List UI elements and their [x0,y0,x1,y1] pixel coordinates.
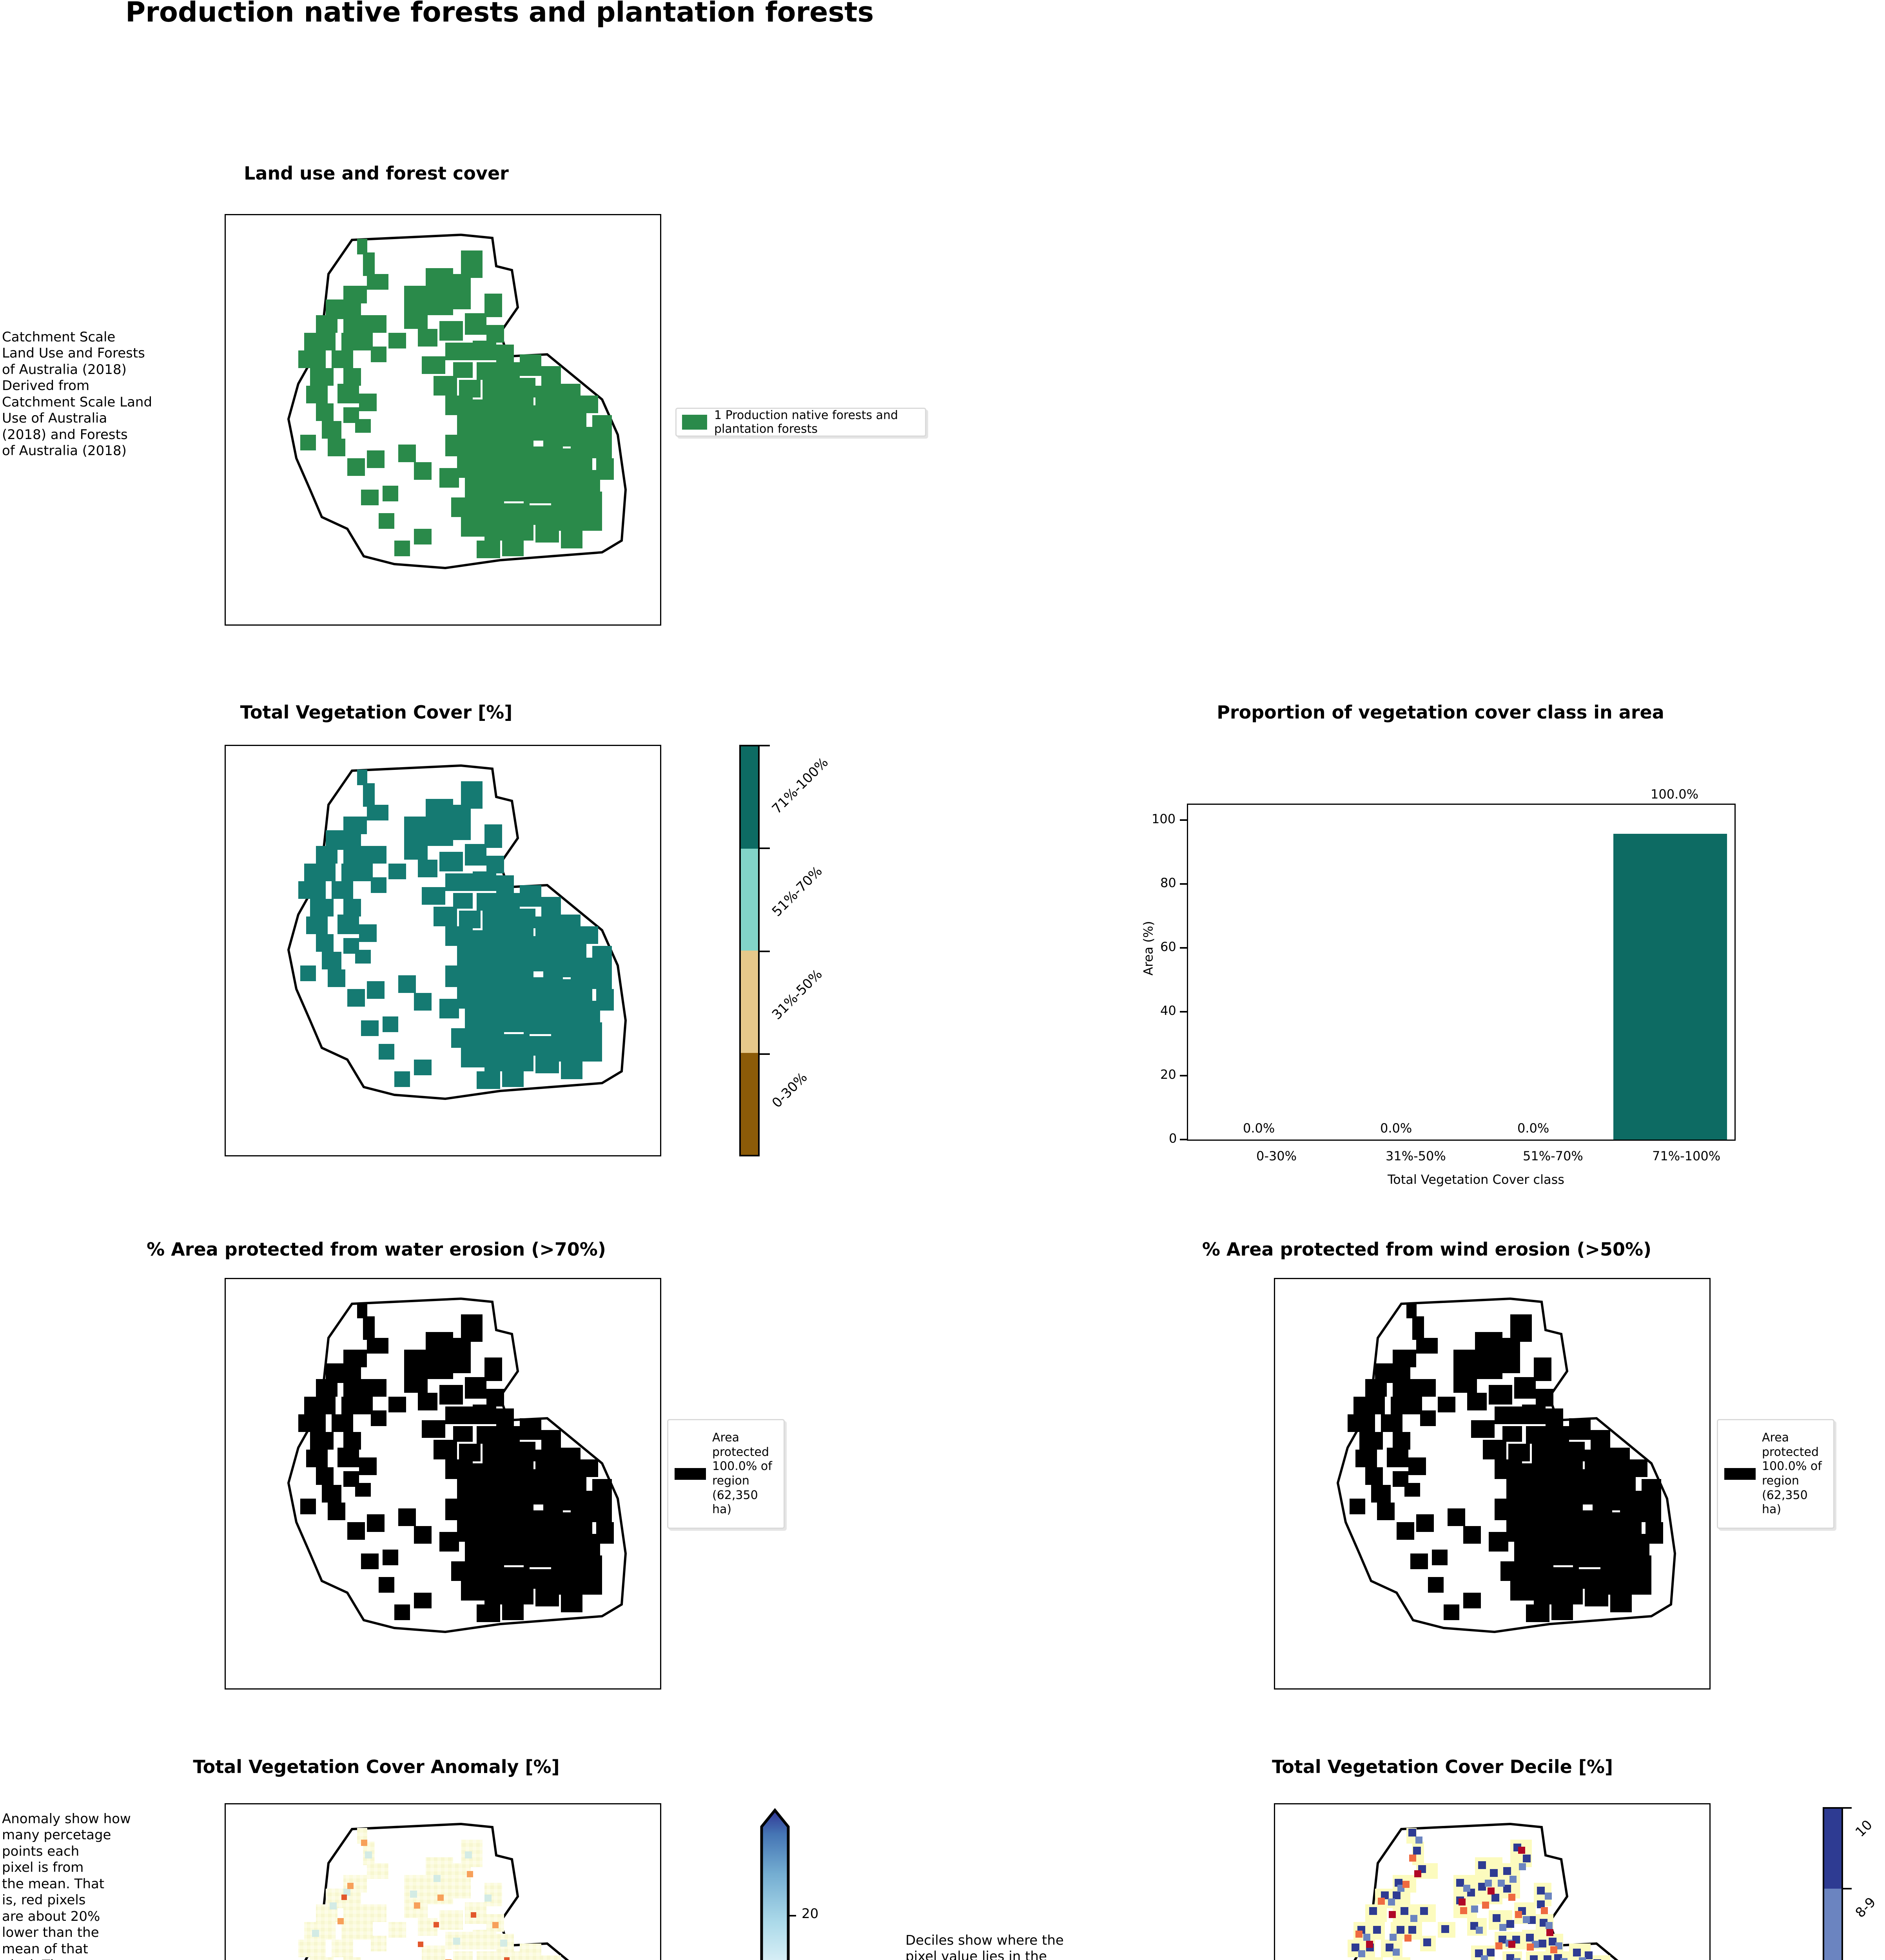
cbar-seg-0-30 [741,1053,758,1155]
bar-chart-ytick-80: 80 [1160,875,1176,890]
anomaly-colorbar [758,1807,794,1960]
cbar-tick-1 [760,848,770,849]
water-protected-pixel-group [298,1303,614,1622]
anomaly-map [225,1803,661,1960]
cbar-label-0-30: 0-30% [769,1069,811,1111]
forest-pixel-group [298,239,614,558]
anomaly-map-canvas [298,1822,569,1960]
veg-cover-map [225,745,661,1156]
veg-cover-pixel-group [298,769,614,1089]
wind-erosion-map [1274,1278,1711,1690]
water-erosion-panel-title: % Area protected from water erosion (>70… [147,1239,606,1260]
decile-seg-10 [1824,1809,1841,1889]
anomaly-label-20: 20 [802,1906,819,1922]
bar-chart-ytickmark-100 [1180,819,1187,821]
anomaly-sidenote: Anomaly show how many percetage points e… [2,1811,131,1960]
bar-chart-ytick-60: 60 [1160,939,1176,954]
bar-chart-ytickmark-80 [1180,883,1187,885]
decile-label-8-9: 8-9 [1852,1894,1879,1921]
cbar-label-31-50: 31%-50% [769,966,825,1023]
decile-tick-8-9 [1843,1888,1852,1889]
veg-cover-map-canvas [287,764,627,1100]
land-use-legend[interactable]: 1 Production native forests and plantati… [675,408,926,437]
bar-chart-xtick-0-30: 0-30% [1256,1149,1297,1163]
wind-erosion-legend[interactable]: Area protected 100.0% of region (62,350 … [1717,1419,1834,1529]
land-use-map-canvas [287,233,627,570]
decile-pixel-group [1348,1828,1610,1960]
anomaly-tick-20 [787,1915,796,1916]
decile-map [1274,1803,1711,1960]
decile-sidenote: Deciles show where the pixel value lies … [905,1933,1064,1960]
land-use-panel-title: Land use and forest cover [244,163,509,184]
bar-chart-ytick-0: 0 [1169,1131,1177,1146]
decile-panel-title: Total Vegetation Cover Decile [%] [1272,1756,1613,1777]
cbar-tick-top [760,745,770,746]
bar-chart-ytickmark-20 [1180,1075,1187,1076]
bar-chart-ytickmark-60 [1180,947,1187,949]
bar-chart-ytick-100: 100 [1152,811,1176,826]
wind-erosion-panel-title: % Area protected from wind erosion (>50%… [1202,1239,1652,1260]
land-use-sidenote: Catchment Scale Land Use and Forests of … [2,329,152,459]
water-erosion-map-canvas [287,1297,627,1633]
wind-erosion-legend-swatch [1724,1468,1756,1480]
cbar-label-71-100: 71%-100% [769,755,831,817]
bar-chart: Area (%) 100 80 60 40 20 0 0.0% 0.0% 0.0… [1141,757,1772,1187]
anomaly-panel-title: Total Vegetation Cover Anomaly [%] [193,1756,560,1777]
decile-label-10: 10 [1852,1817,1876,1840]
bar-chart-title: Proportion of vegetation cover class in … [1217,702,1664,723]
decile-colorbar [1823,1807,1843,1960]
bar-chart-ytick-20: 20 [1160,1067,1176,1082]
bar-chart-xtick-31-50: 31%-50% [1386,1149,1446,1163]
veg-cover-panel-title: Total Vegetation Cover [%] [240,702,513,723]
cbar-label-51-70: 51%-70% [769,863,825,920]
water-erosion-legend[interactable]: Area protected 100.0% of region (62,350 … [667,1419,785,1529]
wind-erosion-map-canvas [1336,1297,1676,1633]
land-use-map [225,214,661,626]
cbar-tick-3 [760,1053,770,1055]
bar-chart-xlabel: Total Vegetation Cover class [1388,1172,1564,1187]
water-erosion-legend-swatch [675,1468,706,1480]
bar-value-label-71-100: 100.0% [1651,787,1699,802]
bar-chart-ytickmark-40 [1180,1011,1187,1013]
decile-map-canvas [1348,1822,1618,1960]
bar-value-label-31-50: 0.0% [1380,1121,1412,1136]
cbar-seg-71-100 [741,746,758,849]
veg-cover-colorbar [739,745,760,1156]
cbar-seg-51-70 [741,848,758,951]
bar-chart-ytickmark-0 [1180,1139,1187,1140]
bar-chart-ytick-40: 40 [1160,1003,1176,1018]
wind-erosion-legend-label: Area protected 100.0% of region (62,350 … [1762,1431,1822,1517]
bar-chart-ylabel: Area (%) [1141,921,1156,976]
page-title: Production native forests and plantation… [125,0,874,28]
bar-value-label-0-30: 0.0% [1243,1121,1275,1136]
land-use-legend-label: 1 Production native forests and plantati… [714,408,898,436]
land-use-legend-swatch [682,415,707,430]
bar-value-label-51-70: 0.0% [1517,1121,1549,1136]
decile-tick-10 [1843,1807,1852,1809]
water-erosion-map [225,1278,661,1690]
cbar-seg-31-50 [741,951,758,1053]
bar-chart-xtick-71-100: 71%-100% [1652,1149,1721,1163]
water-erosion-legend-label: Area protected 100.0% of region (62,350 … [712,1431,772,1517]
wind-protected-pixel-group [1348,1303,1663,1622]
cbar-tick-2 [760,951,770,952]
decile-seg-8-9 [1824,1889,1841,1960]
anomaly-pixel-group [298,1828,561,1960]
bar-chart-plot-area: 0.0% 0.0% 0.0% 100.0% [1187,787,1736,1141]
anomaly-colorbar-canvas [760,1808,790,1960]
bar-chart-xtick-51-70: 51%-70% [1523,1149,1583,1163]
bar-71-100[interactable] [1613,834,1727,1140]
